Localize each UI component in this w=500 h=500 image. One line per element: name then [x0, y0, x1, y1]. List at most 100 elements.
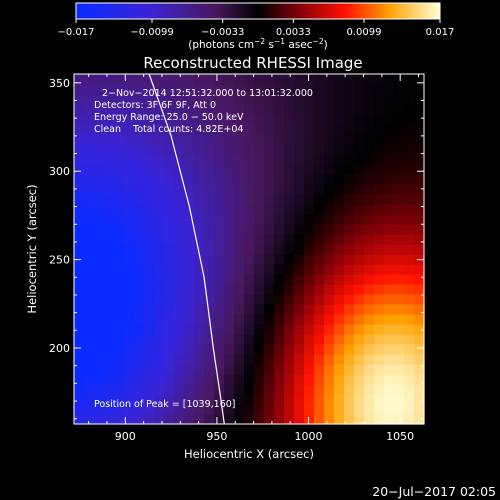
heatmap-cell [254, 394, 265, 405]
heatmap-cell [254, 244, 265, 255]
heatmap-cell [414, 264, 425, 275]
heatmap-cell [144, 134, 155, 145]
heatmap-cell [324, 304, 335, 315]
heatmap-cell [344, 374, 355, 385]
heatmap-cell [354, 174, 365, 185]
heatmap-cell [234, 214, 245, 225]
heatmap-cell [204, 84, 215, 95]
heatmap-cell [84, 304, 95, 315]
heatmap-cell [394, 404, 405, 415]
heatmap-cell [124, 314, 135, 325]
heatmap-cell [274, 274, 285, 285]
heatmap-cell [154, 74, 165, 85]
heatmap-cell [244, 104, 255, 115]
heatmap-cell [164, 94, 175, 105]
heatmap-cell [344, 234, 355, 245]
heatmap-cell [234, 124, 245, 135]
heatmap-cell [244, 274, 255, 285]
heatmap-cell [314, 394, 325, 405]
heatmap-cell [294, 334, 305, 345]
heatmap-cell [134, 144, 145, 155]
heatmap-cell [394, 244, 405, 255]
heatmap-cell [154, 254, 165, 265]
heatmap-cell [74, 84, 85, 95]
heatmap-cell [284, 364, 295, 375]
heatmap-cell [404, 224, 415, 235]
heatmap-cell [414, 244, 425, 255]
heatmap-cell [84, 274, 95, 285]
heatmap-cell [274, 234, 285, 245]
colorbar-tick-label: −0.0033 [201, 27, 244, 38]
heatmap-cell [194, 184, 205, 195]
heatmap-cell [394, 284, 405, 295]
heatmap-cell [354, 124, 365, 135]
heatmap-cell [294, 314, 305, 325]
heatmap-cell [214, 164, 225, 175]
heatmap-cell [184, 254, 195, 265]
heatmap-cell [354, 284, 365, 295]
heatmap-cell [334, 114, 345, 125]
heatmap-cell [324, 94, 335, 105]
heatmap-cell [94, 324, 105, 335]
heatmap-cell [334, 204, 345, 215]
heatmap-cell [184, 354, 195, 365]
heatmap-cell [244, 294, 255, 305]
heatmap-cell [394, 114, 405, 125]
heatmap-cell [224, 194, 235, 205]
heatmap-cell [344, 84, 355, 95]
heatmap-cell [214, 104, 225, 115]
heatmap-cell [314, 264, 325, 275]
y-tick-label: 350 [49, 77, 70, 90]
heatmap-cell [174, 144, 185, 155]
heatmap-cell [234, 104, 245, 115]
heatmap-cell [324, 364, 335, 375]
heatmap-cell [394, 294, 405, 305]
heatmap-cell [334, 224, 345, 235]
heatmap-cell [304, 414, 315, 425]
heatmap-cell [104, 94, 115, 105]
heatmap-cell [304, 174, 315, 185]
heatmap-cell [124, 114, 135, 125]
heatmap-cell [134, 344, 145, 355]
heatmap-cell [104, 364, 115, 375]
heatmap-cell [164, 154, 175, 165]
heatmap-cell [174, 334, 185, 345]
heatmap-cell [154, 164, 165, 175]
heatmap-cell [214, 314, 225, 325]
heatmap-cell [394, 274, 405, 285]
heatmap-cell [94, 394, 105, 405]
heatmap-cell [284, 204, 295, 215]
heatmap-cell [254, 414, 265, 425]
heatmap-cell [144, 94, 155, 105]
heatmap-cell [374, 374, 385, 385]
heatmap-cell [104, 104, 115, 115]
heatmap-cell [114, 324, 125, 335]
heatmap-cell [194, 124, 205, 135]
heatmap-cell [354, 74, 365, 85]
heatmap-cell [124, 124, 135, 135]
heatmap-cell [234, 244, 245, 255]
heatmap-cell [184, 204, 195, 215]
heatmap-cell [294, 104, 305, 115]
heatmap-cell [74, 144, 85, 155]
heatmap-cell [384, 194, 395, 205]
heatmap-cell [344, 134, 355, 145]
heatmap-cell [124, 304, 135, 315]
y-tick-label: 200 [49, 342, 70, 355]
heatmap-cell [314, 234, 325, 245]
heatmap-cell [84, 214, 95, 225]
heatmap-cell [124, 384, 135, 395]
heatmap-cell [404, 134, 415, 145]
heatmap-cell [74, 314, 85, 325]
heatmap-cell [164, 204, 175, 215]
heatmap-cell [304, 264, 315, 275]
heatmap-cell [164, 404, 175, 415]
heatmap-cell [374, 214, 385, 225]
heatmap-cell [314, 254, 325, 265]
heatmap-cell [254, 254, 265, 265]
heatmap-cell [264, 254, 275, 265]
heatmap-cell [234, 114, 245, 125]
heatmap-cell [254, 234, 265, 245]
heatmap-cell [384, 234, 395, 245]
heatmap-cell [274, 194, 285, 205]
